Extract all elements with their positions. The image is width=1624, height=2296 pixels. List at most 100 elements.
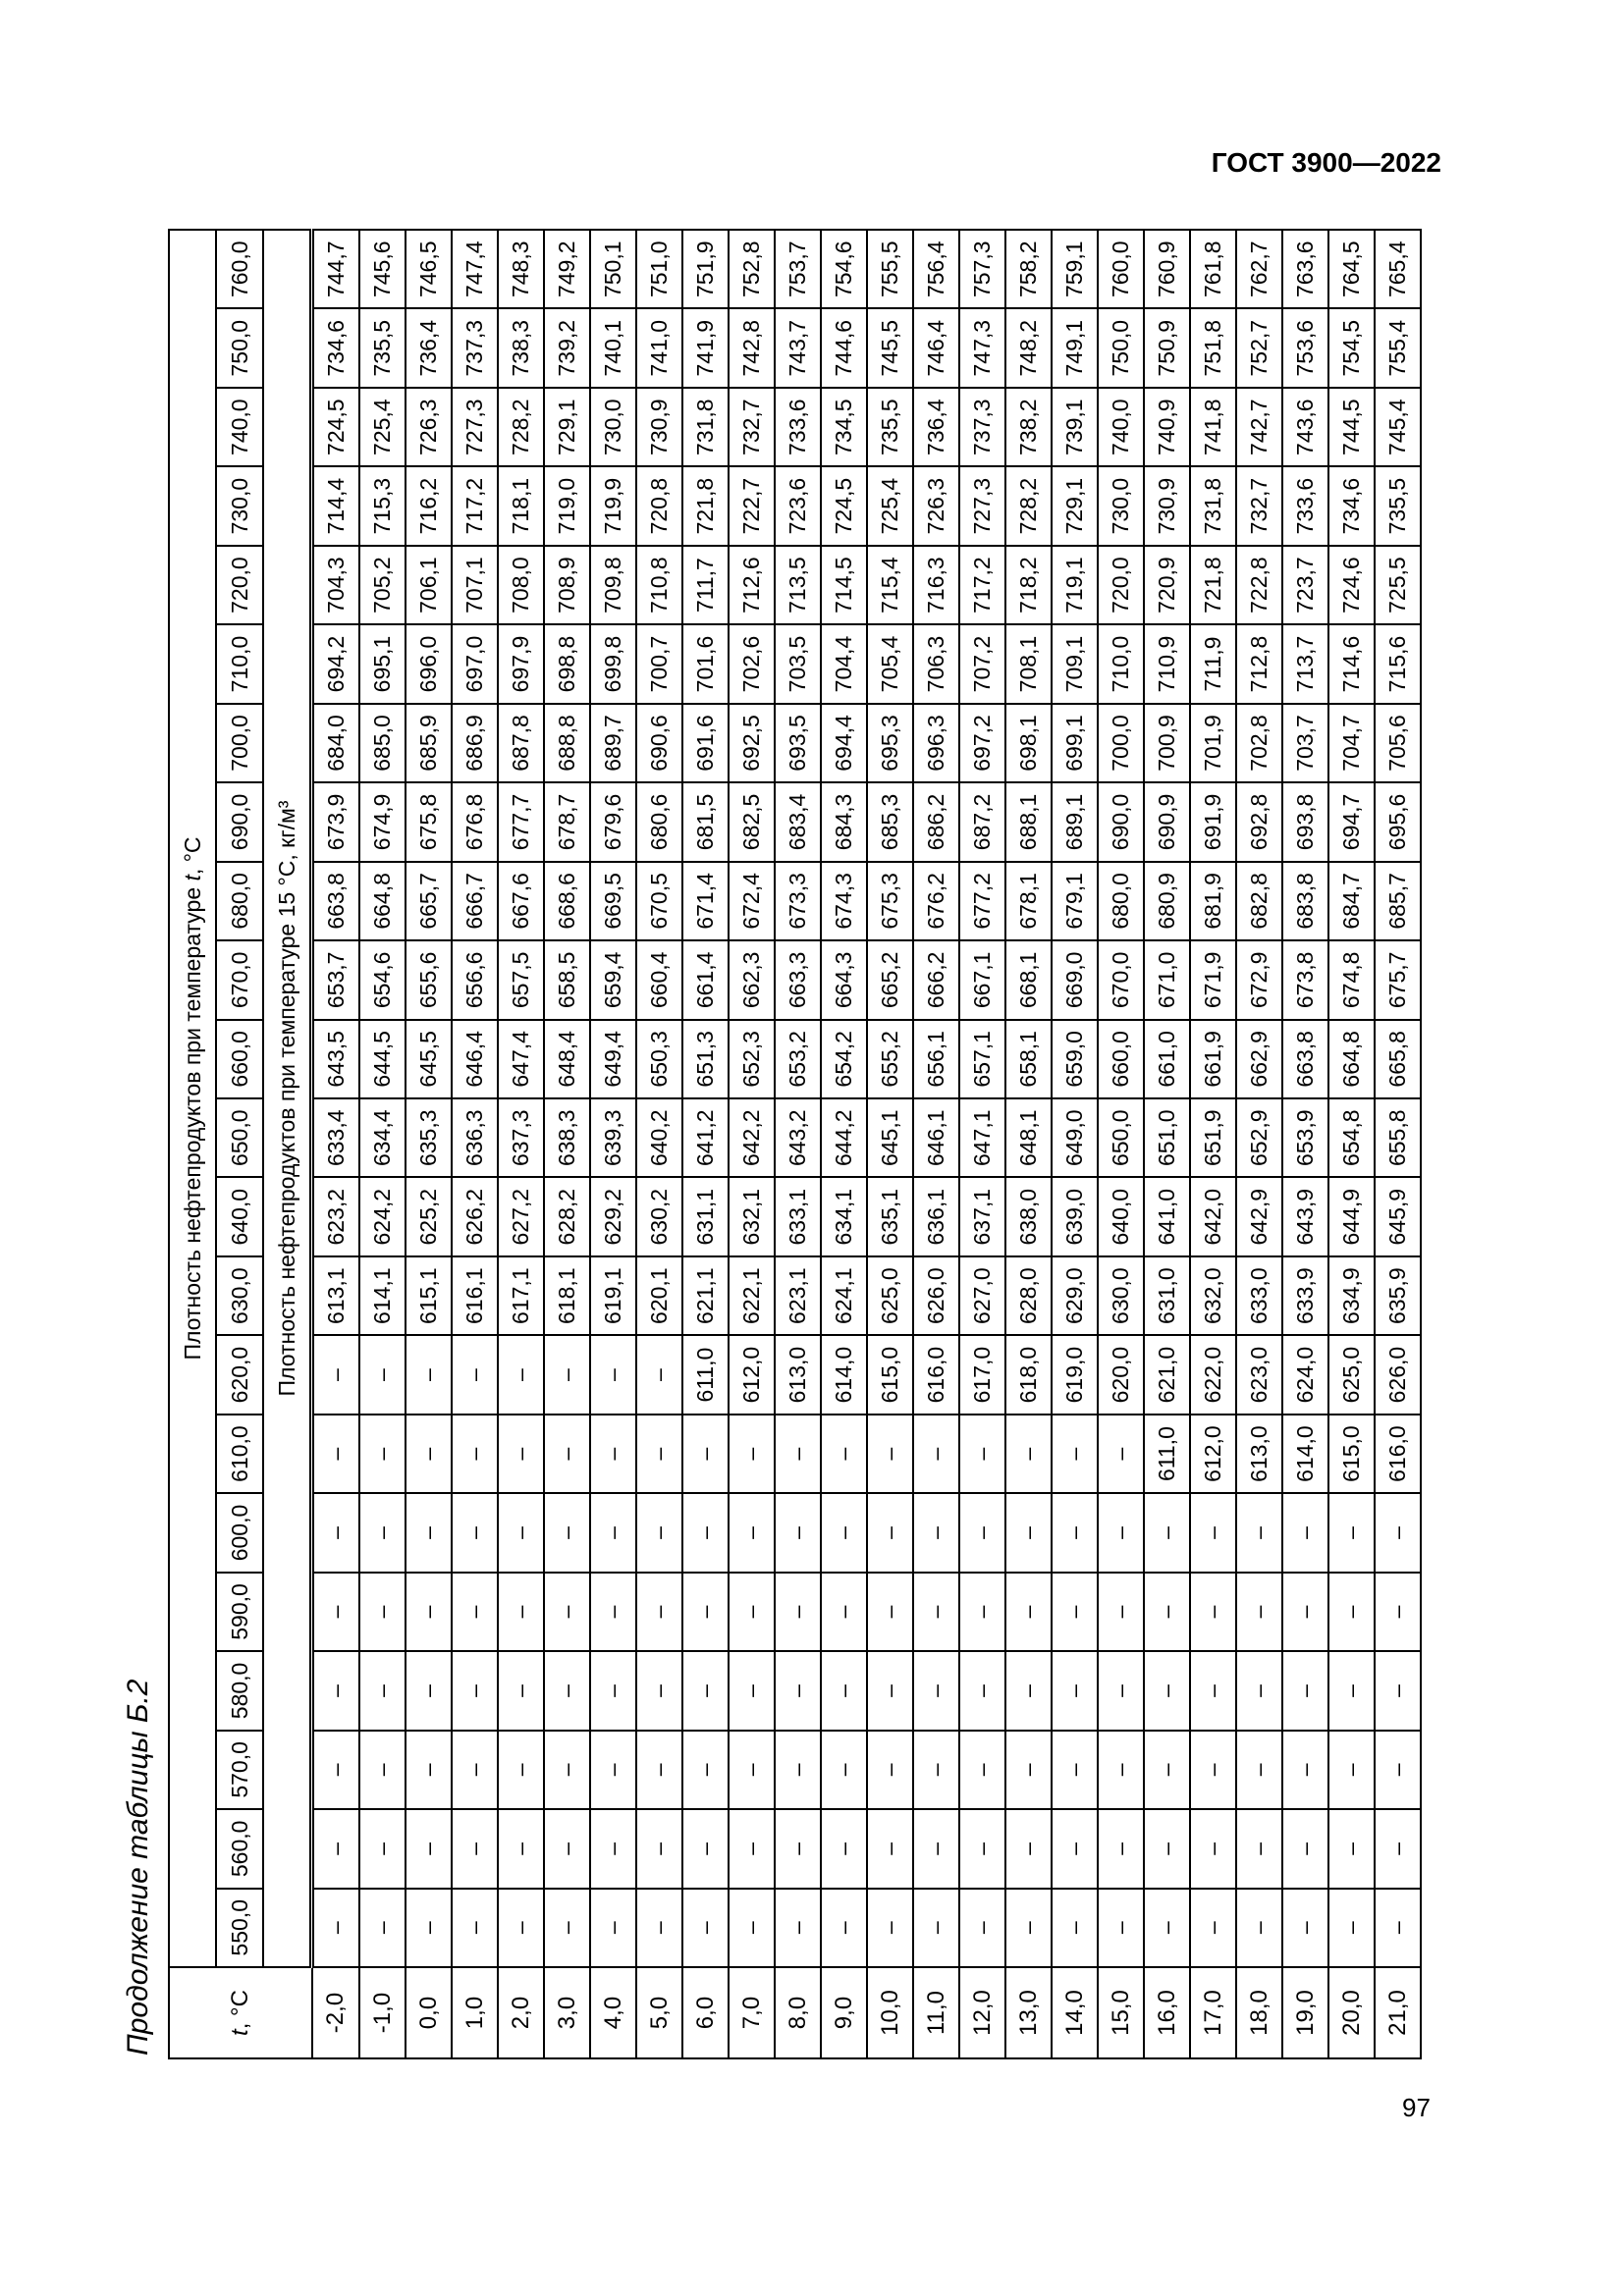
density-cell: – <box>729 1809 775 1889</box>
density-cell: – <box>1236 1651 1282 1731</box>
density-cell: 679,6 <box>590 782 636 862</box>
table-row: 9,0– – – – – – –614,0 624,1 634,1 644,2 654,2 664,3… <box>821 230 867 2058</box>
density-cell: 725,4 <box>867 466 913 546</box>
temperature-cell: 11,0 <box>913 1967 959 2058</box>
density-cell: 692,5 <box>729 703 775 783</box>
density-cell: 728,2 <box>1005 466 1052 546</box>
density-cell: 678,7 <box>544 782 590 862</box>
temperature-cell: 12,0 <box>959 1967 1005 2058</box>
density-cell: 673,3 <box>775 861 821 941</box>
table-row: 19,0– – – – – –614,0 624,0 633,9 643,9 653,9 663,8… <box>1282 230 1328 2058</box>
column-header: 670,0 <box>216 940 263 1020</box>
density-cell: 682,5 <box>729 782 775 862</box>
density-cell: 633,0 <box>1236 1255 1282 1336</box>
density-cell: 741,9 <box>682 308 729 388</box>
density-cell: 636,3 <box>452 1098 498 1178</box>
density-cell: 651,9 <box>1190 1098 1236 1178</box>
temperature-cell: 14,0 <box>1052 1967 1098 2058</box>
density-cell: 623,0 <box>1236 1335 1282 1415</box>
density-cell: – <box>1052 1493 1098 1573</box>
table-row: 18,0– – – – – –613,0 623,0 633,0 642,9 652,9 662,9… <box>1236 230 1282 2058</box>
density-cell: – <box>406 1888 452 1967</box>
density-cell: 727,3 <box>452 387 498 467</box>
density-cell: 710,0 <box>1098 624 1144 704</box>
rotated-table-block: Продолжение таблицы Б.2 t, °C Плотность … <box>114 229 1423 2059</box>
density-cell: 663,3 <box>775 940 821 1020</box>
density-cell: 690,6 <box>636 703 682 783</box>
density-cell: 620,1 <box>636 1255 682 1336</box>
density-cell: 643,9 <box>1282 1177 1328 1256</box>
density-cell: 668,6 <box>544 861 590 941</box>
density-cell: 762,7 <box>1236 230 1282 309</box>
density-cell: – <box>1236 1730 1282 1810</box>
density-cell: – <box>821 1730 867 1810</box>
density-cell: – <box>1005 1493 1052 1573</box>
density-cell: 707,1 <box>452 545 498 625</box>
density-cell: 665,8 <box>1375 1019 1421 1099</box>
density-cell: 743,6 <box>1282 387 1328 467</box>
density-cell: 761,8 <box>1190 230 1236 309</box>
density-cell: 689,1 <box>1052 782 1098 862</box>
density-cell: 646,1 <box>913 1098 959 1178</box>
density-cell: – <box>913 1651 959 1731</box>
density-cell: – <box>452 1730 498 1810</box>
density-cell: 708,1 <box>1005 624 1052 704</box>
density-cell: – <box>682 1493 729 1573</box>
density-cell: 633,9 <box>1282 1255 1328 1336</box>
table-row: 0,0– – – – – – – –615,1 625,2 635,3 645,5 655,6 665,… <box>406 230 452 2058</box>
column-header: 560,0 <box>216 1809 263 1889</box>
density-cell: 748,2 <box>1005 308 1052 388</box>
density-cell: 622,1 <box>729 1255 775 1336</box>
density-cell: – <box>1098 1730 1144 1810</box>
table-row: 6,0– – – – – – –611,0 621,1 631,1 641,2 651,3 661,4… <box>682 230 729 2058</box>
density-cell: 618,0 <box>1005 1335 1052 1415</box>
density-cell: 681,5 <box>682 782 729 862</box>
density-cell: 623,2 <box>311 1177 359 1256</box>
density-cell: 688,1 <box>1005 782 1052 862</box>
density-cell: – <box>867 1809 913 1889</box>
density-cell: – <box>590 1888 636 1967</box>
density-cell: 757,3 <box>959 230 1005 309</box>
density-cell: – <box>1144 1809 1190 1889</box>
density-cell: 664,3 <box>821 940 867 1020</box>
density-cell: – <box>1282 1651 1328 1731</box>
density-cell: – <box>311 1730 359 1810</box>
density-cell: – <box>590 1493 636 1573</box>
density-cell: – <box>452 1335 498 1415</box>
density-cell: 754,5 <box>1328 308 1375 388</box>
density-cell: – <box>359 1888 406 1967</box>
density-cell: 617,0 <box>959 1335 1005 1415</box>
density-cell: – <box>1282 1888 1328 1967</box>
density-cell: 637,1 <box>959 1177 1005 1256</box>
density-cell: 717,2 <box>452 466 498 546</box>
table-row: -1,0– – – – – – – –614,1 624,2 634,4 644,5 654,6 664… <box>359 230 406 2058</box>
density-cell: – <box>1328 1888 1375 1967</box>
density-cell: 736,4 <box>913 387 959 467</box>
document-id: ГОСТ 3900—2022 <box>1211 147 1441 178</box>
density-cell: 620,0 <box>1098 1335 1144 1415</box>
temperature-cell: 9,0 <box>821 1967 867 2058</box>
density-cell: 753,7 <box>775 230 821 309</box>
density-cell: 764,5 <box>1328 230 1375 309</box>
density-cell: 665,2 <box>867 940 913 1020</box>
temperature-cell: 20,0 <box>1328 1967 1375 2058</box>
density-cell: 669,0 <box>1052 940 1098 1020</box>
density-cell: – <box>406 1730 452 1810</box>
density-cell: 674,8 <box>1328 940 1375 1020</box>
temperature-cell: 15,0 <box>1098 1967 1144 2058</box>
table-row: 3,0– – – – – – – –618,1 628,2 638,3 648,4 658,5 668,… <box>544 230 590 2058</box>
density-cell: 696,3 <box>913 703 959 783</box>
density-cell: 710,8 <box>636 545 682 625</box>
density-cell: 680,9 <box>1144 861 1190 941</box>
table-row: 10,0– – – – – – –615,0 625,0 635,1 645,1 655,2 665,… <box>867 230 913 2058</box>
density-cell: 741,0 <box>636 308 682 388</box>
density-cell: – <box>913 1572 959 1652</box>
density-cell: 690,0 <box>1098 782 1144 862</box>
table-row: 17,0– – – – – –612,0 622,0 632,0 642,0 651,9 661,9… <box>1190 230 1236 2058</box>
density-cell: 626,0 <box>1375 1335 1421 1415</box>
density-cell: 663,8 <box>1282 1019 1328 1099</box>
density-cell: 659,4 <box>590 940 636 1020</box>
density-cell: – <box>498 1572 544 1652</box>
density-cell: 666,2 <box>913 940 959 1020</box>
density-cell: – <box>498 1651 544 1731</box>
